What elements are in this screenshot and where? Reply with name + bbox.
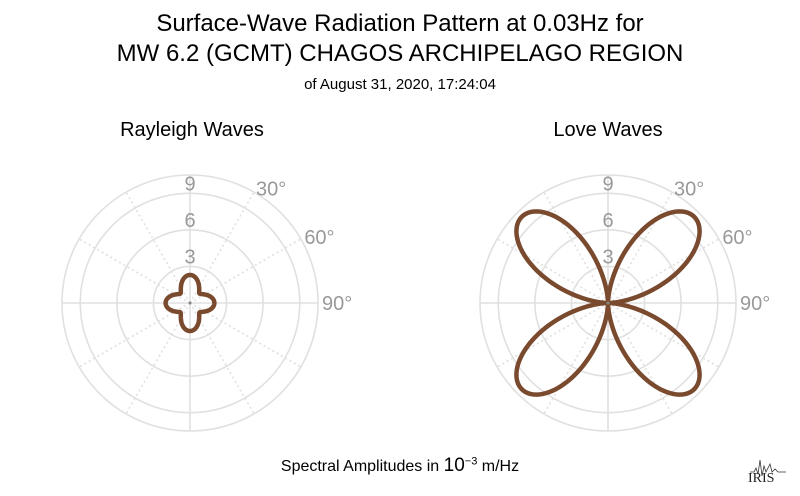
center-point [188,301,192,305]
radial-tick-label: 6 [602,210,613,232]
radial-tick-label: 6 [184,210,195,232]
amplitude-units-label: Spectral Amplitudes in 10−3 m/Hz [0,455,800,477]
rayleigh-panel-title: Rayleigh Waves [120,119,264,141]
chart-title-line-1: Surface-Wave Radiation Pattern at 0.03Hz… [156,10,644,37]
angle-label: 90° [322,293,352,315]
spoke-30 [607,191,673,304]
love-panel-title: Love Waves [553,119,663,141]
angle-label: 30° [674,179,704,201]
spoke-300 [496,238,609,304]
spoke-150 [607,302,673,415]
center-point [606,301,610,305]
chart-subtitle: of August 31, 2020, 17:24:04 [304,76,496,93]
spoke-120 [189,302,302,368]
radial-tick-label: 3 [602,246,613,268]
angle-label: 30° [256,179,286,201]
units-suffix: m/Hz [477,458,520,475]
spoke-240 [78,302,191,368]
radial-tick-label: 9 [184,173,195,195]
units-prefix: Spectral Amplitudes in [280,458,444,475]
spoke-120 [607,302,720,368]
angle-label: 60° [304,227,334,249]
chart-title-line-2: MW 6.2 (GCMT) CHAGOS ARCHIPELAGO REGION [116,40,684,67]
iris-logo-text: IRIS [748,471,774,484]
spoke-60 [189,238,302,304]
spoke-60 [607,238,720,304]
spoke-210 [543,302,609,415]
radial-tick-label: 3 [184,246,195,268]
units-base: 10 [443,455,465,476]
angle-label: 60° [722,227,752,249]
angle-label: 90° [740,293,770,315]
iris-logo: IRIS [748,459,786,484]
spoke-240 [496,302,609,368]
radiation-pattern-curve [163,272,217,334]
radial-tick-label: 9 [602,173,613,195]
spoke-330 [543,191,609,304]
units-exponent: −3 [464,455,478,468]
spoke-300 [78,238,191,304]
